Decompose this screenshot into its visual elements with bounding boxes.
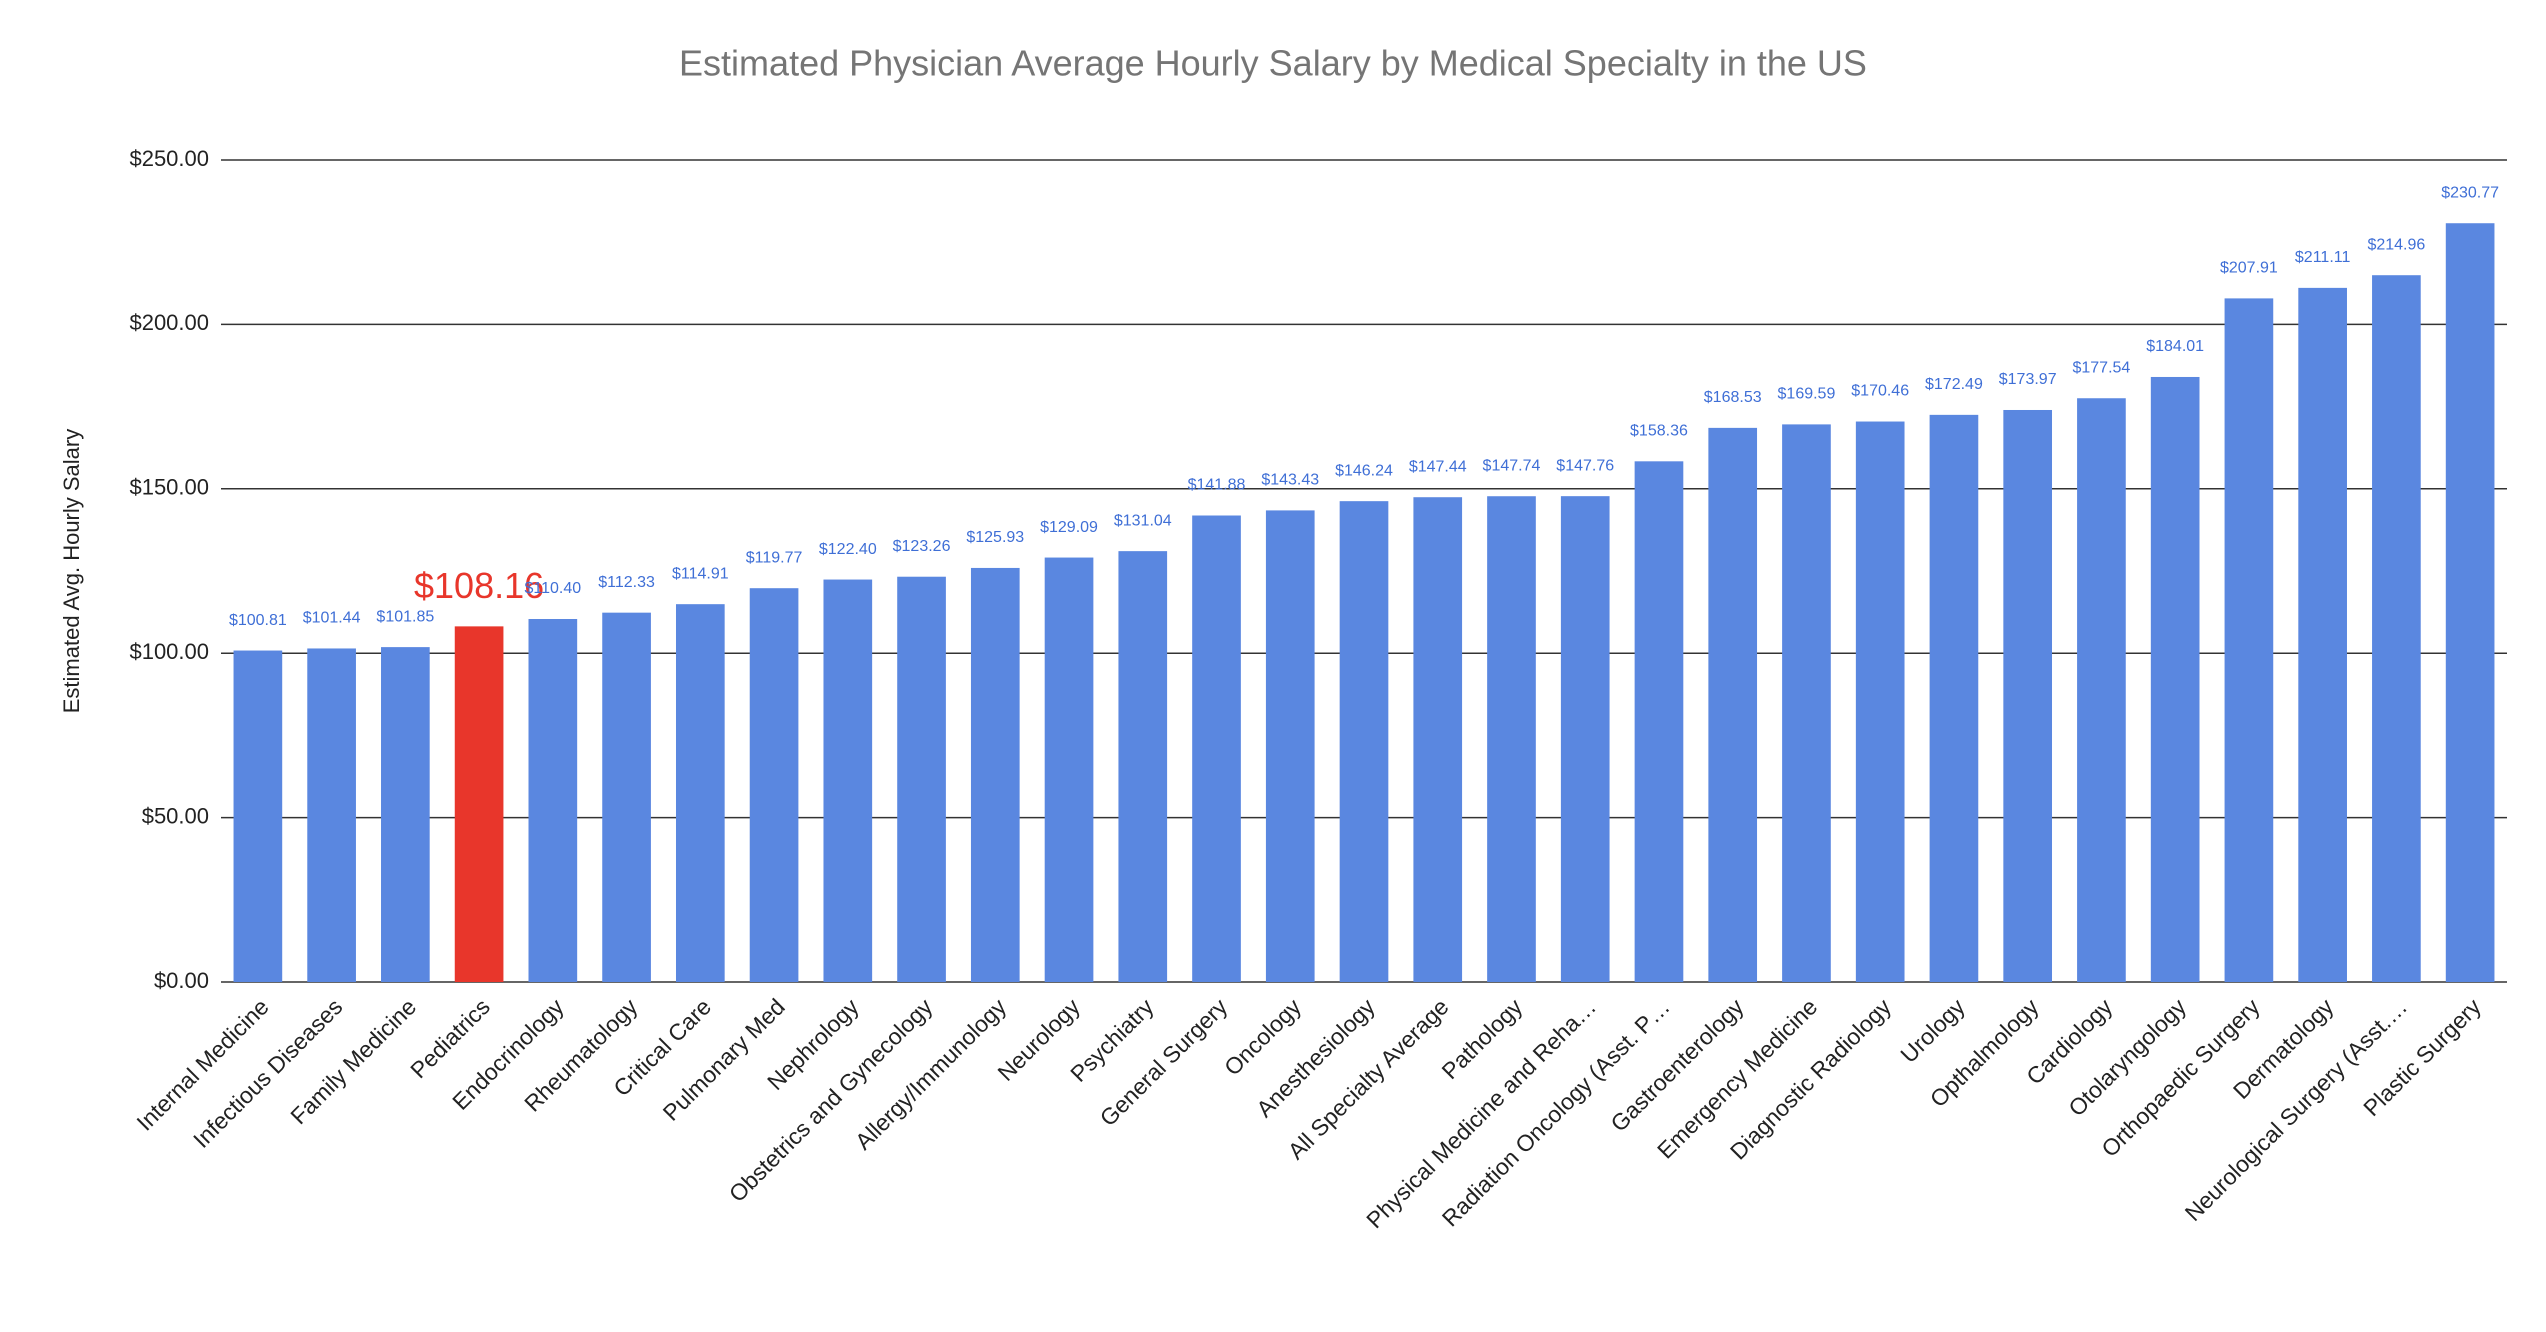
bar <box>1855 421 1905 982</box>
value-label: $230.77 <box>2441 184 2499 201</box>
x-tick-label: General Surgery <box>1095 993 1233 1131</box>
y-tick-label: $200.00 <box>129 310 209 335</box>
bar <box>2372 275 2421 982</box>
x-tick-label: Urology <box>1895 993 1970 1068</box>
bar <box>1782 424 1831 983</box>
bar <box>1487 496 1536 982</box>
bar <box>1339 501 1389 982</box>
value-label: $114.91 <box>672 565 729 582</box>
value-label: $147.74 <box>1483 457 1541 474</box>
bar <box>1929 414 1979 982</box>
value-label: $177.54 <box>2072 359 2130 376</box>
y-axis-label: Estimated Avg. Hourly Salary <box>59 429 84 714</box>
value-label: $129.09 <box>1040 519 1098 536</box>
value-label: $101.85 <box>376 608 434 625</box>
bar <box>1265 510 1315 982</box>
value-label: $147.44 <box>1409 458 1467 475</box>
value-label: $207.91 <box>2220 260 2278 277</box>
value-label: $173.97 <box>1999 371 2057 388</box>
y-tick-label: $50.00 <box>142 803 209 828</box>
chart-title: Estimated Physician Average Hourly Salar… <box>679 43 1867 84</box>
bar <box>823 579 873 982</box>
y-tick-label: $250.00 <box>129 146 209 171</box>
value-label: $211.11 <box>2295 249 2351 266</box>
bar <box>1634 461 1684 982</box>
value-label: $143.43 <box>1261 472 1319 489</box>
bar <box>233 650 283 982</box>
value-label: $110.40 <box>525 580 582 597</box>
value-label: $214.96 <box>2367 236 2425 253</box>
bar <box>454 626 504 982</box>
bar <box>1560 496 1610 982</box>
x-tick-label: Gastroenterology <box>1605 993 1748 1136</box>
value-label: $169.59 <box>1778 386 1836 403</box>
bar <box>1708 427 1758 982</box>
bar <box>1192 515 1241 982</box>
value-label: $100.81 <box>229 612 287 629</box>
bar <box>2298 287 2347 982</box>
value-label: $108.16 <box>414 565 544 606</box>
value-label: $101.44 <box>303 610 361 627</box>
bar <box>897 576 946 982</box>
value-label: $172.49 <box>1925 376 1983 393</box>
bar <box>602 612 651 982</box>
bar <box>675 604 725 982</box>
bar <box>1044 557 1094 982</box>
value-label: $146.24 <box>1335 462 1393 479</box>
value-label: $112.33 <box>598 574 655 591</box>
value-label: $123.26 <box>893 538 951 555</box>
value-label: $119.77 <box>746 549 803 566</box>
y-tick-label: $100.00 <box>129 639 209 664</box>
value-label: $158.36 <box>1630 423 1688 440</box>
value-label: $168.53 <box>1704 389 1762 406</box>
value-label: $125.93 <box>966 529 1024 546</box>
bar <box>749 588 799 982</box>
value-label: $122.40 <box>819 541 877 558</box>
bar <box>1118 551 1168 982</box>
bar <box>381 647 430 982</box>
y-tick-label: $0.00 <box>154 968 209 993</box>
bar <box>2445 223 2495 982</box>
value-label: $141.88 <box>1188 477 1246 494</box>
bar <box>970 567 1020 982</box>
bar <box>307 648 356 982</box>
value-label: $147.76 <box>1556 457 1614 474</box>
bar <box>528 619 578 982</box>
value-label: $170.46 <box>1851 383 1909 400</box>
value-label: $184.01 <box>2146 338 2204 355</box>
value-label: $131.04 <box>1114 512 1172 529</box>
bar <box>1413 497 1463 982</box>
y-tick-label: $150.00 <box>129 475 209 500</box>
bar <box>2150 376 2200 983</box>
bar <box>2224 298 2274 982</box>
x-tick-label: Internal Medicine <box>131 993 273 1135</box>
bar <box>2003 409 2053 982</box>
bar <box>2077 398 2126 982</box>
x-tick-label: Family Medicine <box>285 993 421 1129</box>
